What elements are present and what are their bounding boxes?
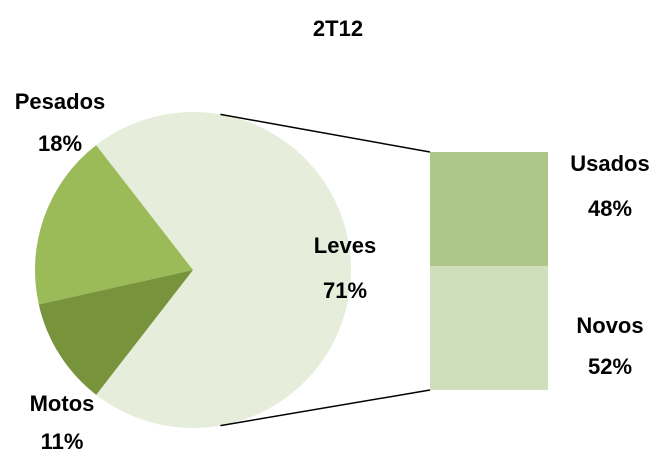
pie-slice	[38, 270, 194, 395]
connector	[220, 389, 431, 427]
slice-label: Motos	[30, 391, 95, 416]
slice-value-label: 11%	[41, 429, 84, 454]
bar-segment	[430, 152, 548, 267]
bar-label: Novos	[576, 313, 643, 338]
chart-title: 2T12	[313, 16, 363, 41]
pie-slice	[96, 112, 351, 428]
slice-value-label: 18%	[38, 131, 82, 156]
slice-value-label: 71%	[323, 278, 367, 303]
bar-label: Usados	[570, 151, 649, 176]
bar-segment	[430, 266, 548, 390]
bar-value-label: 48%	[588, 196, 632, 221]
bar-value-label: 52%	[588, 354, 632, 379]
slice-label: Pesados	[15, 89, 106, 114]
connector	[220, 113, 431, 153]
pie-slice	[34, 145, 193, 305]
slice-label: Leves	[314, 233, 376, 258]
